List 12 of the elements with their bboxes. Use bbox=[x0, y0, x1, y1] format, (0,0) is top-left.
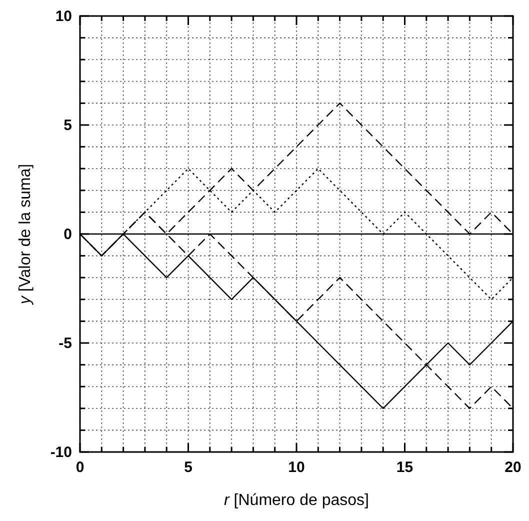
y-tick-label: 5 bbox=[64, 117, 72, 134]
y-axis-title: y [Valor de la suma] bbox=[17, 164, 34, 306]
x-tick-label: 0 bbox=[76, 459, 84, 476]
y-tick-label: -5 bbox=[58, 335, 72, 352]
y-tick-label: 0 bbox=[64, 226, 72, 243]
x-tick-label: 5 bbox=[184, 459, 192, 476]
x-tick-label: 15 bbox=[396, 459, 414, 476]
y-tick-label: -10 bbox=[50, 444, 72, 461]
x-axis-title: r [Número de pasos] bbox=[224, 492, 369, 509]
y-tick-label: 10 bbox=[55, 8, 72, 25]
x-tick-label: 20 bbox=[504, 459, 522, 476]
x-tick-label: 10 bbox=[288, 459, 305, 476]
